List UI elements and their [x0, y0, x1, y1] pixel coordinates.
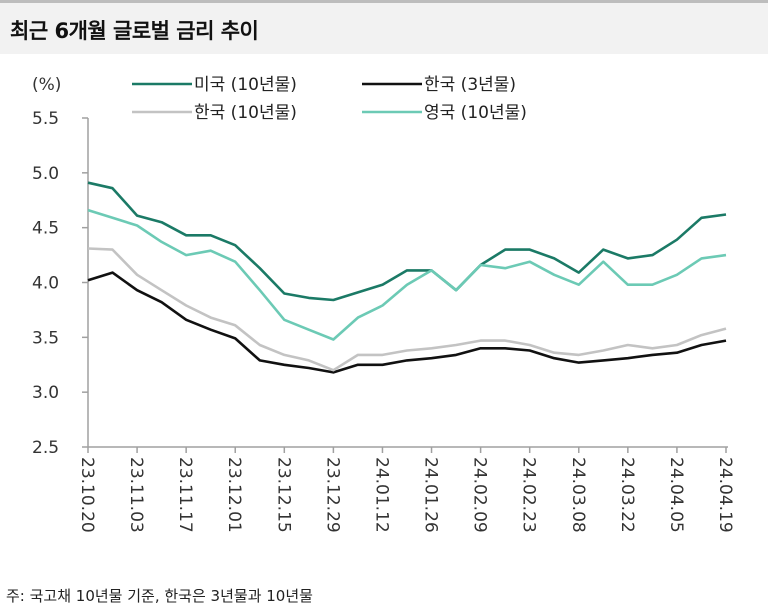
y-tick-label: 4.0	[32, 274, 59, 294]
legend-label: 영국 (10년물)	[424, 103, 527, 123]
x-tick-label: 24.03.22	[617, 457, 637, 533]
x-tick-label: 23.12.15	[273, 457, 293, 533]
chart-title: 최근 6개월 글로벌 금리 추이	[10, 19, 259, 43]
x-tick-label: 24.01.26	[421, 457, 441, 533]
y-axis-unit: (%)	[32, 75, 61, 95]
x-tick-label: 24.04.19	[715, 457, 735, 533]
series-line-1	[87, 271, 727, 374]
x-tick-label: 23.12.29	[322, 457, 342, 533]
x-tick-label: 24.03.08	[568, 457, 588, 533]
series-line-0	[87, 181, 727, 302]
series-line-3	[87, 208, 727, 341]
x-tick-label: 23.11.17	[175, 457, 195, 533]
y-tick-label: 4.5	[32, 219, 59, 239]
y-tick-label: 3.5	[32, 328, 59, 348]
x-tick-label: 24.04.05	[666, 457, 686, 533]
title-bar: 최근 6개월 글로벌 금리 추이	[0, 0, 768, 54]
legend-label: 한국 (3년물)	[424, 75, 516, 95]
x-tick-label: 23.12.01	[224, 457, 244, 533]
x-tick-label: 24.02.23	[519, 457, 539, 533]
x-tick-label: 24.01.12	[371, 457, 391, 533]
y-tick-label: 2.5	[32, 438, 59, 458]
y-tick-label: 5.0	[32, 164, 59, 184]
x-tick-label: 23.10.20	[77, 457, 97, 533]
series-line-2	[87, 247, 727, 372]
legend-label: 한국 (10년물)	[194, 103, 297, 123]
legend-label: 미국 (10년물)	[194, 75, 297, 95]
x-tick-label: 23.11.03	[126, 457, 146, 533]
y-tick-label: 3.0	[32, 383, 59, 403]
x-tick-label: 24.02.09	[470, 457, 490, 533]
footnote: 주: 국고채 10년물 기준, 한국은 3년물과 10년물	[6, 587, 313, 605]
y-tick-label: 5.5	[32, 109, 59, 129]
